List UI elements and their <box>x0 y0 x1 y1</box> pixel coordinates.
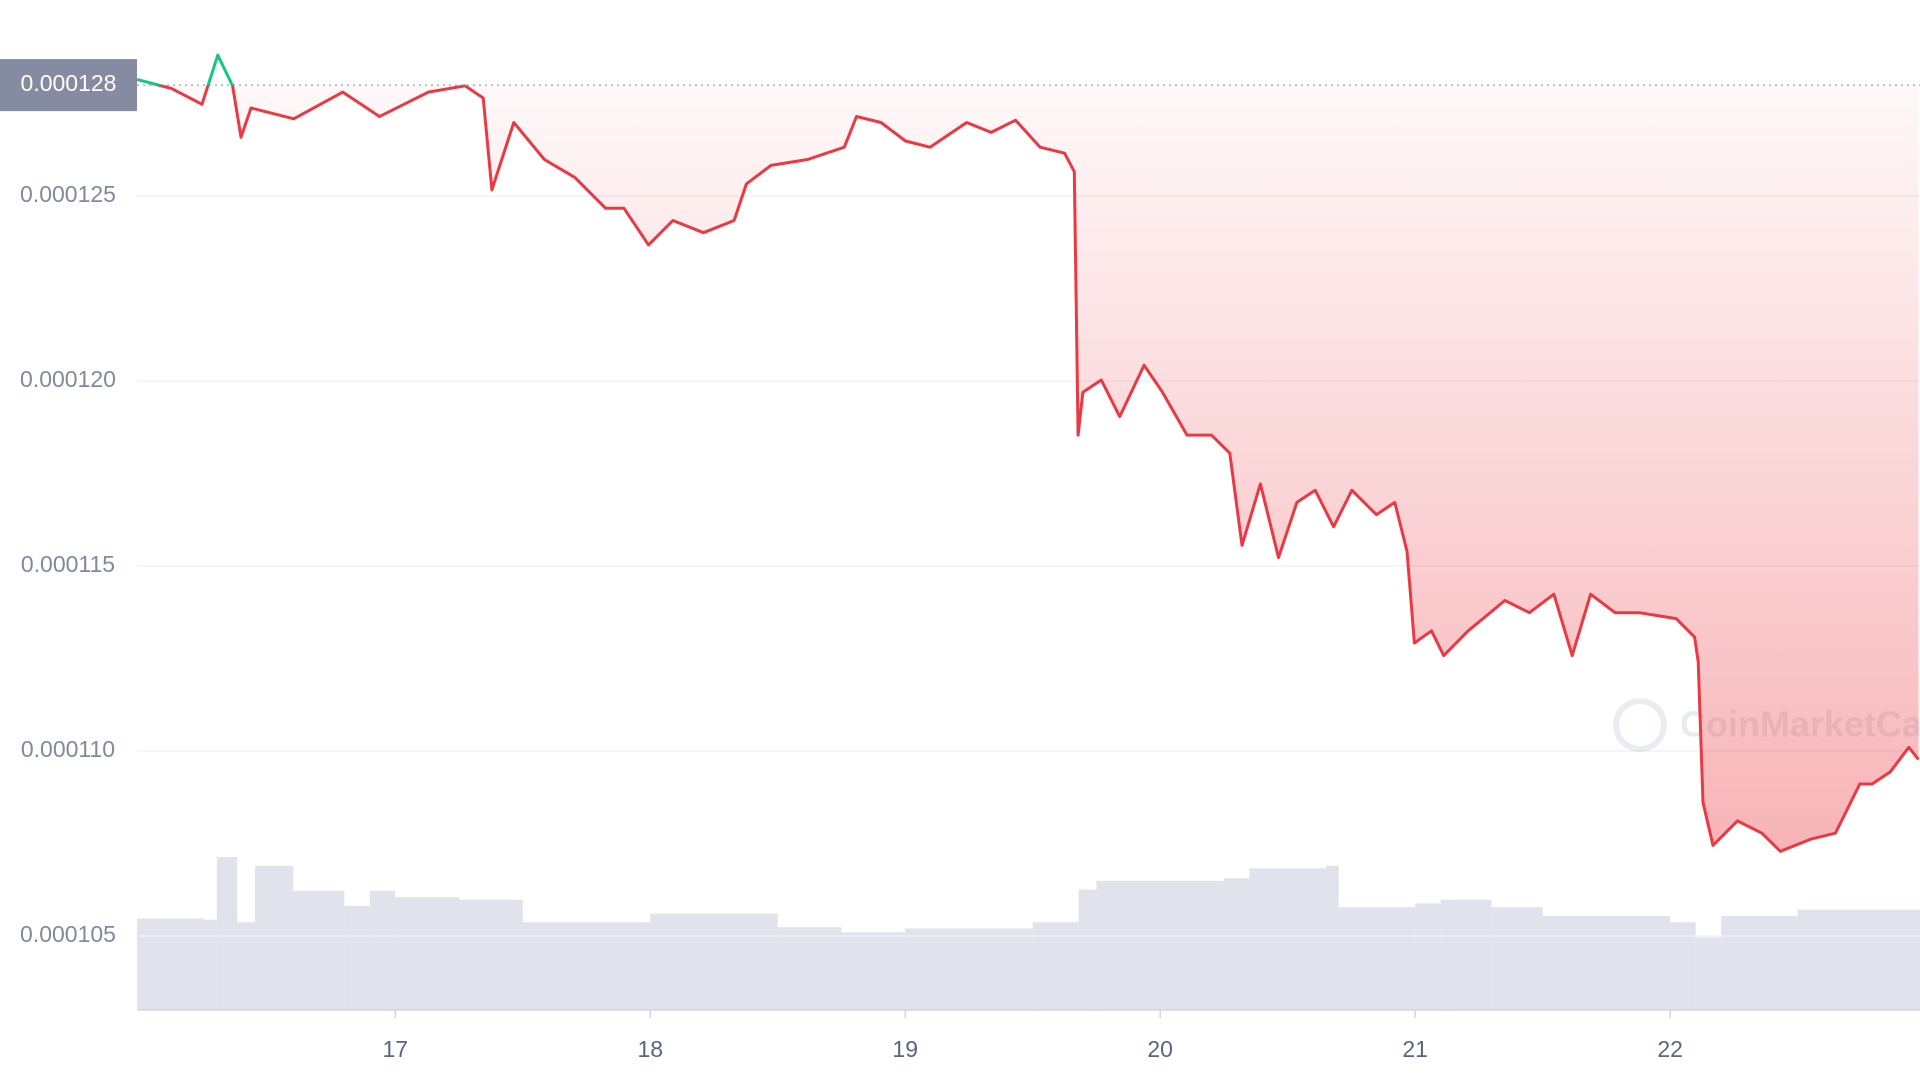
volume-bar <box>255 865 294 1010</box>
volume-bar <box>237 922 256 1010</box>
volume-bar <box>1078 889 1097 1010</box>
price-label: 0.000128 <box>21 70 117 96</box>
volume-bar <box>1491 907 1543 1010</box>
volume-bar <box>137 918 205 1010</box>
volume-bar <box>522 922 651 1010</box>
price-line <box>152 85 1920 853</box>
volume-bar <box>459 899 523 1010</box>
volume-bar <box>1670 922 1696 1010</box>
volume-bar <box>1096 880 1224 1010</box>
volume-bar <box>369 890 396 1010</box>
volume-bar <box>777 927 842 1010</box>
y-tick-label: 0.000125 <box>20 181 116 207</box>
price-label-box <box>0 59 137 112</box>
y-tick-label: 0.000115 <box>21 551 115 577</box>
volume-bar <box>1695 937 1722 1010</box>
volume-bar <box>395 897 460 1010</box>
volume-bar <box>1249 868 1326 1010</box>
x-tick-label: 21 <box>1402 1036 1428 1062</box>
volume-bar <box>905 928 1033 1010</box>
logo-ring <box>1613 698 1667 752</box>
y-tick-label: 0.000110 <box>21 736 115 762</box>
volume-bar <box>1721 915 1798 1010</box>
x-tick-label: 22 <box>1657 1036 1683 1062</box>
volume-bar <box>1415 903 1441 1010</box>
volume-bar <box>1338 907 1416 1010</box>
volume-bar <box>1542 915 1671 1010</box>
watermark-logo <box>1613 698 1667 752</box>
volume-bar <box>1918 909 1920 1010</box>
volume-bar <box>1440 899 1492 1010</box>
volume-bar <box>1032 922 1079 1010</box>
volume-bar <box>216 857 238 1010</box>
volume-bar <box>841 932 906 1010</box>
y-tick-label: 0.000105 <box>20 921 116 947</box>
x-tick-label: 19 <box>892 1036 918 1062</box>
x-tick-label: 18 <box>637 1036 663 1062</box>
volume-bar <box>1223 878 1250 1010</box>
volume-bar <box>650 913 778 1010</box>
volume-bar <box>293 890 345 1010</box>
volume-bar <box>1797 909 1919 1010</box>
x-tick-label: 20 <box>1147 1036 1173 1062</box>
y-tick-label: 0.000120 <box>20 366 116 392</box>
price-area <box>137 85 1919 852</box>
volume-bar <box>1325 865 1339 1010</box>
volume-bar <box>204 919 217 1010</box>
volume-bar <box>344 905 370 1010</box>
x-tick-label: 17 <box>382 1036 408 1062</box>
